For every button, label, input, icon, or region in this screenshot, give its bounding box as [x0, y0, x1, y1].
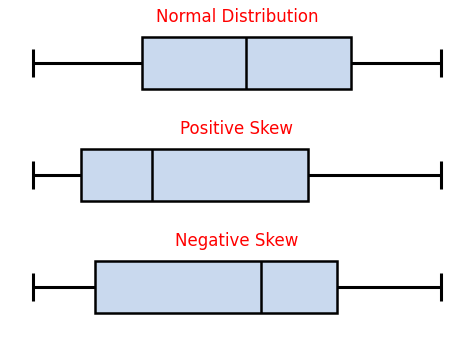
Text: Positive Skew: Positive Skew: [181, 120, 293, 138]
Bar: [142, 37, 351, 89]
Text: Negative Skew: Negative Skew: [175, 232, 299, 250]
Bar: [95, 261, 337, 313]
Text: Normal Distribution: Normal Distribution: [156, 8, 318, 26]
Bar: [81, 149, 308, 201]
